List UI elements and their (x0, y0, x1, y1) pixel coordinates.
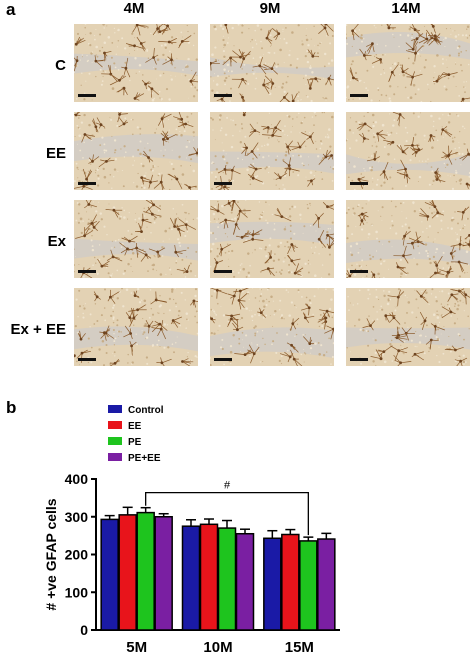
scale-bar (350, 94, 368, 97)
legend-swatch-pe-ee (108, 453, 122, 461)
bar-pe-ee-10m (235, 532, 255, 631)
micrograph-ex-9m (210, 200, 334, 278)
micrograph-ee-9m (210, 112, 334, 190)
legend-label-ee: EE (128, 421, 142, 432)
micrograph-ex-4m (74, 200, 198, 278)
micrograph-ex-ee-14m (346, 288, 470, 366)
bar-ee-5m (118, 514, 137, 631)
panel-b-label: b (6, 398, 17, 417)
scale-bar (78, 182, 96, 185)
y-tick-label-300: 300 (65, 509, 89, 525)
micrograph-c-4m (74, 24, 198, 102)
panel-a-label: a (6, 0, 16, 19)
micrograph-c-14m (346, 24, 470, 102)
column-header-9m: 9M (259, 0, 281, 17)
scale-bar (214, 182, 232, 185)
micrograph-ex-ee-4m (74, 288, 198, 366)
y-tick-label-100: 100 (65, 584, 89, 600)
x-tick-label-10m: 10M (203, 639, 232, 656)
legend-swatch-pe (108, 437, 122, 445)
scale-bar (78, 270, 96, 273)
legend-label-pe: PE (128, 437, 142, 448)
scale-bar (214, 94, 232, 97)
y-axis-title: # +ve GFAP cells (43, 498, 59, 610)
x-tick-label-15m: 15M (285, 639, 314, 656)
x-tick-label-5m: 5M (126, 639, 147, 656)
scale-bar (78, 94, 96, 97)
gfap-bar-chart: Control EE PE PE+EE 0 100 200 300 400 # +ve GFAP… (43, 405, 340, 656)
row-header-c: C (55, 57, 66, 74)
bar-ee-10m (199, 523, 219, 631)
bar-control-5m (100, 518, 119, 631)
micrograph-ex-ee-9m (210, 288, 334, 366)
y-tick-label-0: 0 (80, 622, 88, 638)
bar-pe-10m (217, 527, 237, 631)
bar-pe-15m (299, 540, 318, 631)
bar-pe-ee-5m (154, 516, 173, 631)
legend-swatch-ee (108, 421, 122, 429)
scale-bar (78, 358, 96, 361)
micrograph-ee-14m (346, 112, 470, 190)
micrograph-ee-4m (74, 112, 198, 190)
scale-bar (350, 182, 368, 185)
micrograph-ex-14m (346, 200, 470, 278)
scale-bar (350, 270, 368, 273)
bar-pe-ee-15m (317, 538, 336, 631)
column-header-14m: 14M (391, 0, 421, 17)
significance-bracket (145, 491, 309, 536)
y-tick-label-400: 400 (65, 471, 89, 487)
legend-swatch-control (108, 405, 122, 413)
y-tick-label-200: 200 (65, 547, 89, 563)
row-header-ex: Ex (47, 233, 66, 250)
legend-label-pe-ee: PE+EE (128, 453, 161, 464)
bar-control-10m (181, 525, 201, 631)
bar-ee-15m (281, 533, 300, 631)
micrograph-c-9m (210, 24, 334, 102)
significance-marker: # (224, 480, 231, 492)
legend-label-control: Control (128, 405, 164, 416)
bar-control-15m (263, 537, 282, 631)
bar-pe-5m (136, 511, 155, 631)
column-header-4m: 4M (123, 0, 145, 17)
row-header-ex-ee: Ex + EE (10, 321, 66, 338)
scale-bar (214, 358, 232, 361)
row-header-ee: EE (45, 145, 66, 162)
scale-bar (214, 270, 232, 273)
scale-bar (350, 358, 368, 361)
